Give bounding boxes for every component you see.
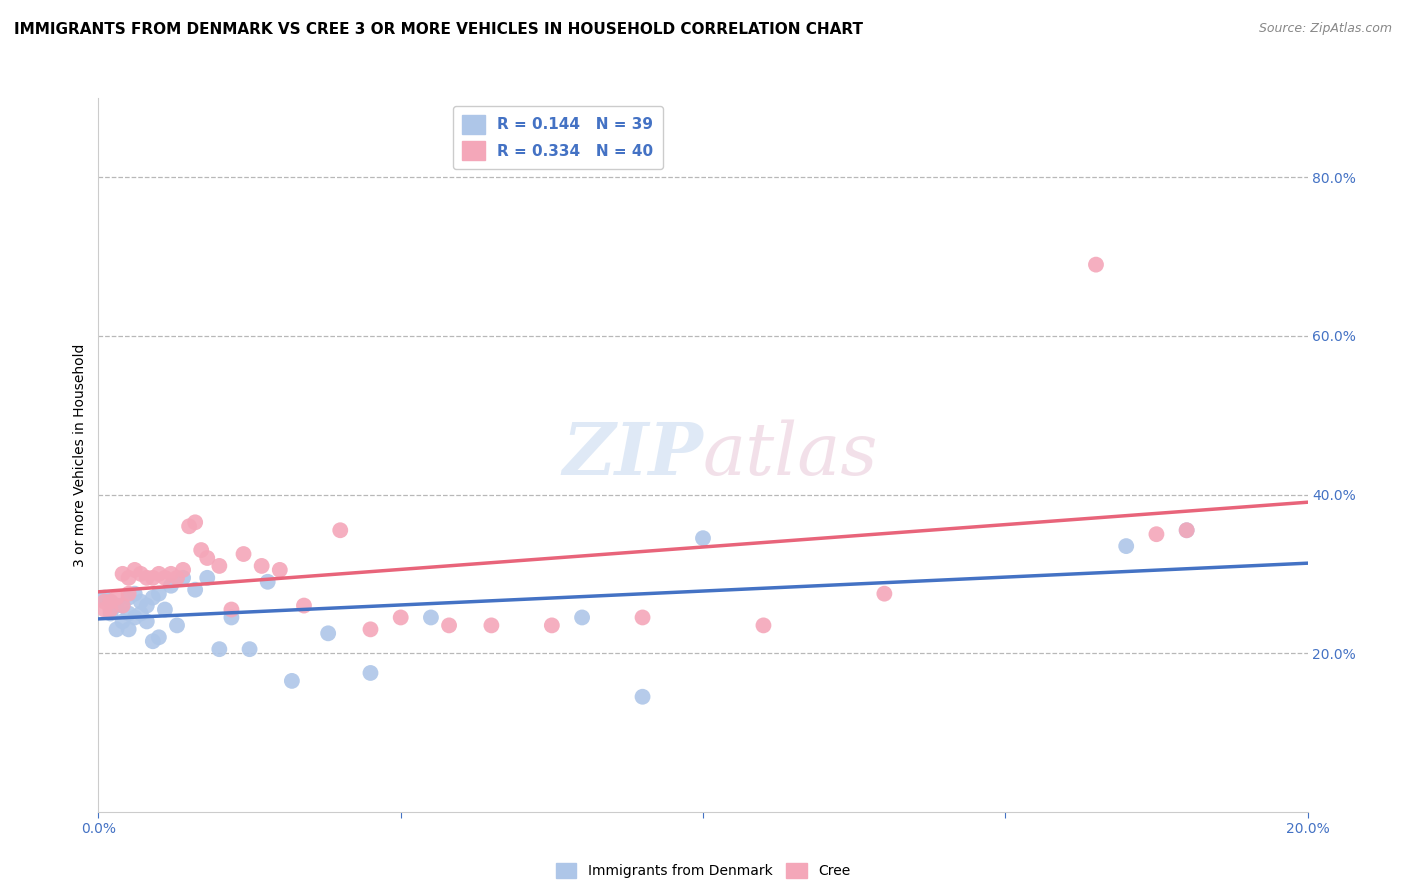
- Point: [752, 618, 775, 632]
- Point: [195, 571, 218, 585]
- Point: [631, 690, 654, 704]
- Point: [111, 599, 134, 613]
- Point: [179, 519, 201, 533]
- Point: [124, 610, 146, 624]
- Text: ZIP: ZIP: [562, 419, 703, 491]
- Y-axis label: 3 or more Vehicles in Household: 3 or more Vehicles in Household: [73, 343, 87, 566]
- Point: [105, 591, 128, 605]
- Point: [172, 563, 194, 577]
- Point: [100, 594, 122, 608]
- Point: [148, 630, 170, 644]
- Point: [124, 563, 146, 577]
- Point: [135, 599, 157, 613]
- Point: [160, 579, 183, 593]
- Text: Source: ZipAtlas.com: Source: ZipAtlas.com: [1258, 22, 1392, 36]
- Point: [184, 516, 207, 530]
- Point: [118, 571, 141, 585]
- Point: [111, 599, 134, 613]
- Point: [129, 566, 152, 581]
- Point: [118, 607, 141, 621]
- Point: [692, 531, 714, 545]
- Point: [1175, 523, 1198, 537]
- Point: [100, 594, 122, 608]
- Point: [118, 587, 141, 601]
- Point: [232, 547, 254, 561]
- Point: [195, 551, 218, 566]
- Point: [316, 626, 339, 640]
- Point: [184, 582, 207, 597]
- Point: [118, 591, 141, 605]
- Point: [100, 607, 122, 621]
- Point: [540, 618, 562, 632]
- Point: [129, 594, 152, 608]
- Point: [166, 618, 188, 632]
- Point: [142, 591, 165, 605]
- Point: [292, 599, 315, 613]
- Point: [105, 599, 128, 613]
- Point: [208, 642, 231, 657]
- Point: [172, 571, 194, 585]
- Point: [93, 594, 115, 608]
- Point: [142, 634, 165, 648]
- Point: [153, 602, 176, 616]
- Point: [93, 591, 115, 605]
- Point: [190, 543, 212, 558]
- Text: IMMIGRANTS FROM DENMARK VS CREE 3 OR MORE VEHICLES IN HOUSEHOLD CORRELATION CHAR: IMMIGRANTS FROM DENMARK VS CREE 3 OR MOR…: [14, 22, 863, 37]
- Point: [631, 610, 654, 624]
- Point: [250, 558, 273, 573]
- Point: [166, 571, 188, 585]
- Text: atlas: atlas: [703, 419, 879, 491]
- Point: [389, 610, 412, 624]
- Point: [1175, 523, 1198, 537]
- Point: [142, 571, 165, 585]
- Point: [105, 623, 128, 637]
- Point: [135, 571, 157, 585]
- Point: [281, 673, 304, 688]
- Point: [118, 623, 141, 637]
- Point: [360, 665, 382, 680]
- Point: [329, 523, 352, 537]
- Point: [481, 618, 503, 632]
- Point: [148, 566, 170, 581]
- Point: [239, 642, 262, 657]
- Point: [360, 623, 382, 637]
- Point: [437, 618, 460, 632]
- Point: [571, 610, 593, 624]
- Point: [111, 566, 134, 581]
- Point: [1085, 258, 1108, 272]
- Point: [160, 566, 183, 581]
- Point: [208, 558, 231, 573]
- Point: [221, 602, 243, 616]
- Point: [93, 602, 115, 616]
- Point: [129, 607, 152, 621]
- Point: [100, 602, 122, 616]
- Point: [420, 610, 443, 624]
- Point: [256, 574, 278, 589]
- Point: [124, 587, 146, 601]
- Point: [1144, 527, 1167, 541]
- Point: [873, 587, 896, 601]
- Point: [148, 587, 170, 601]
- Point: [111, 615, 134, 629]
- Point: [153, 571, 176, 585]
- Point: [135, 615, 157, 629]
- Point: [1115, 539, 1137, 553]
- Point: [269, 563, 291, 577]
- Point: [221, 610, 243, 624]
- Legend: Immigrants from Denmark, Cree: Immigrants from Denmark, Cree: [550, 858, 856, 884]
